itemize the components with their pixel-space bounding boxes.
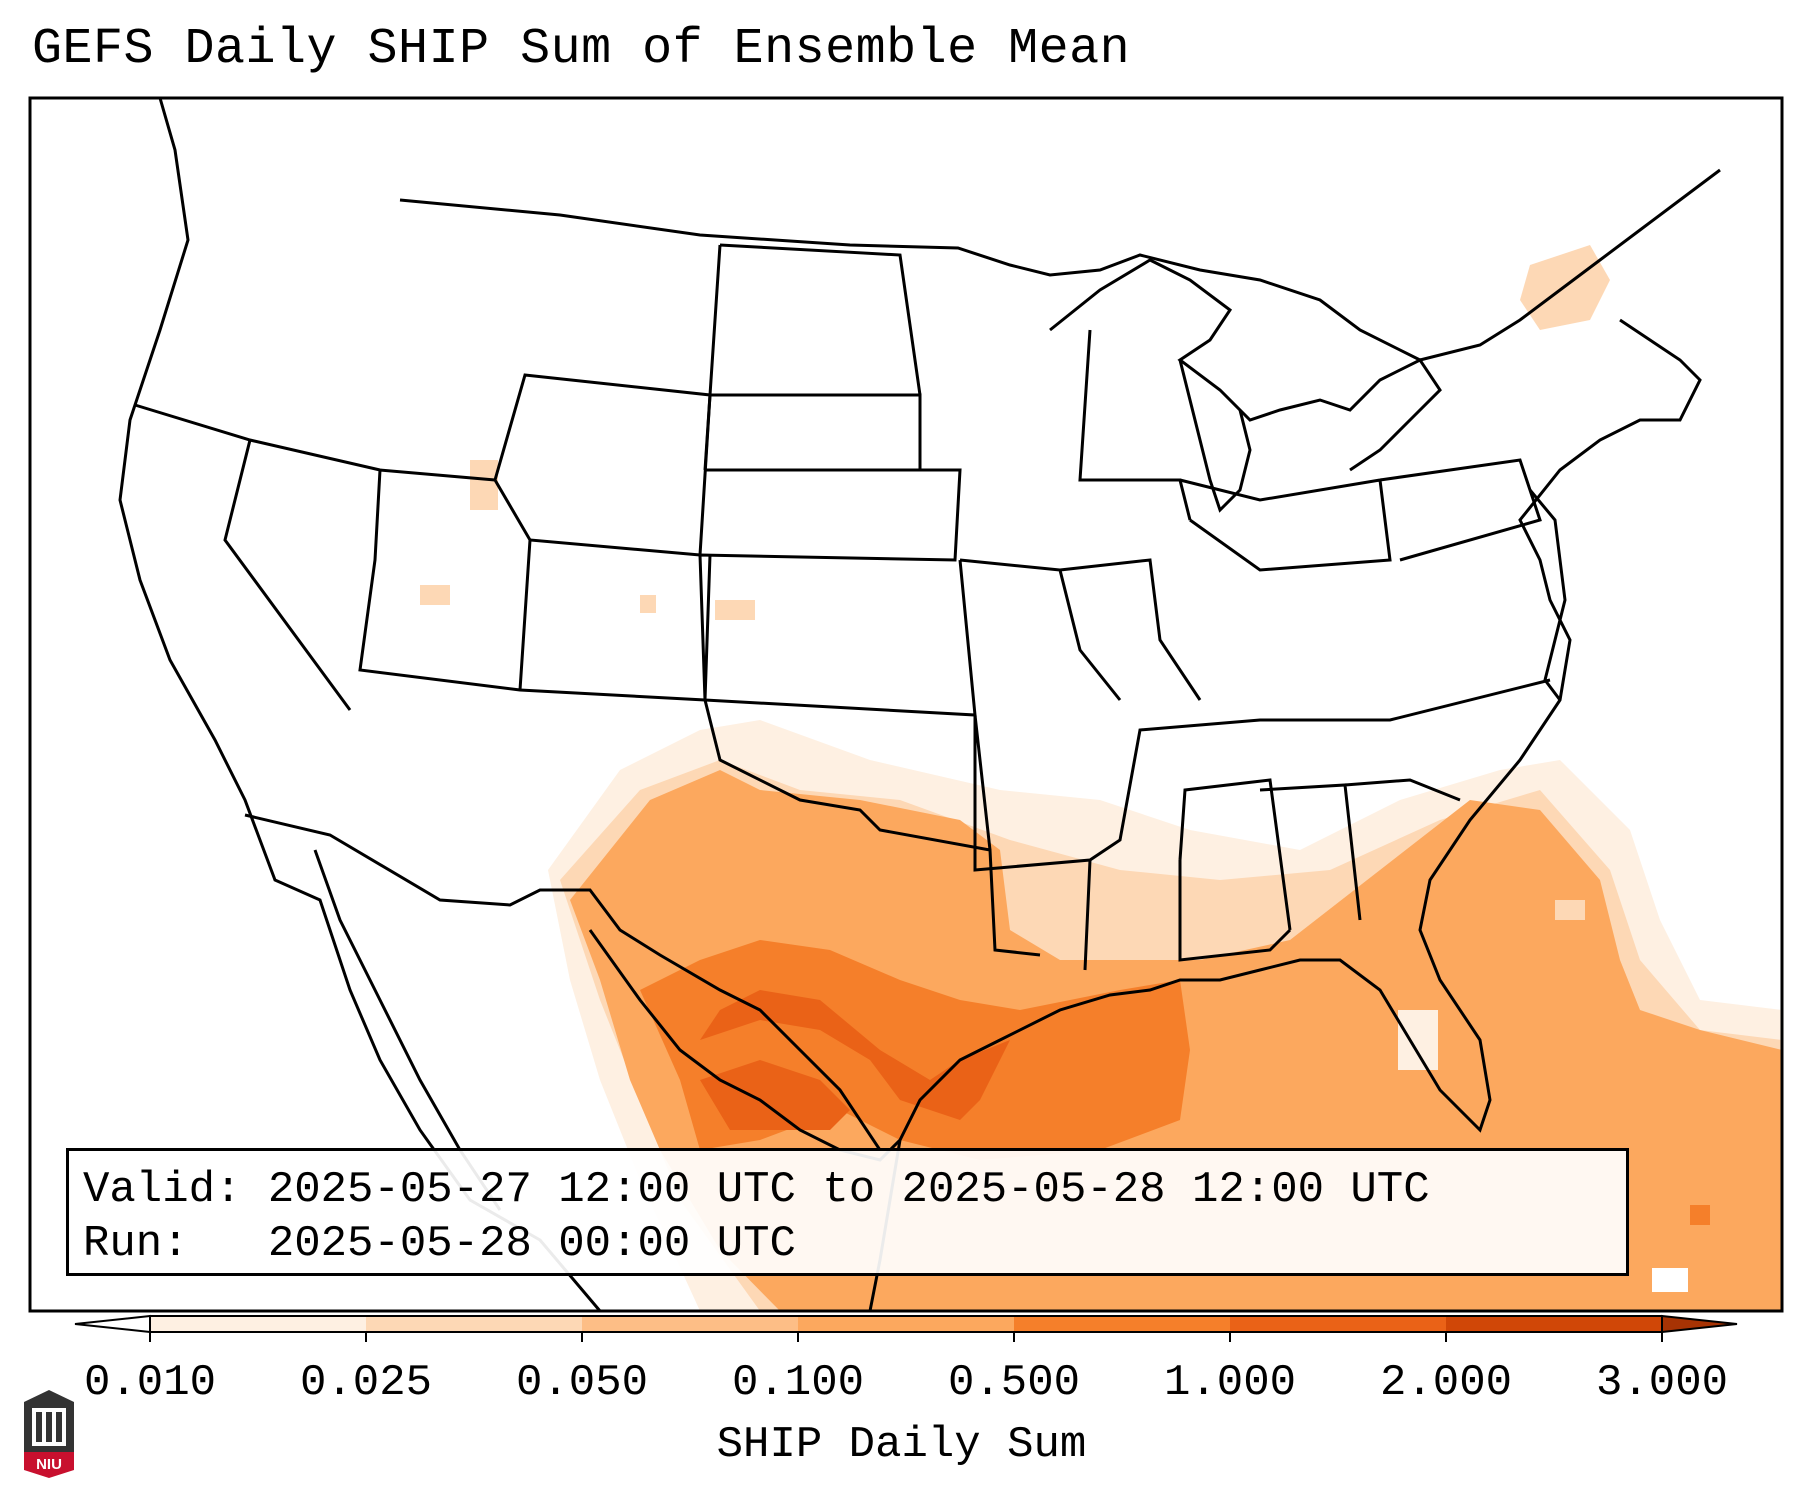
map-borders — [118, 97, 1721, 1312]
shading-speck-5 — [1555, 900, 1585, 920]
colorbar-tick-label: 0.010 — [83, 1358, 217, 1408]
coastline-west — [118, 97, 602, 1312]
colorbar-under-arrow — [74, 1314, 151, 1334]
lake-michigan — [1178, 359, 1252, 513]
niu-logo-icon: NIU — [24, 1390, 74, 1478]
shading-gap-cuba — [1652, 1268, 1688, 1292]
shading-speck-2 — [420, 585, 450, 605]
valid-run-box: Valid: 2025-05-27 12:00 UTC to 2025-05-2… — [66, 1148, 1629, 1276]
colorbar-tick-label: 1.000 — [1163, 1358, 1297, 1408]
colorbar-tick-label: 0.100 — [731, 1358, 865, 1408]
colorbar-segment — [1014, 1316, 1230, 1332]
colorbar-tick-label: 0.500 — [947, 1358, 1081, 1408]
niu-logo: NIU — [20, 1388, 78, 1485]
colorbar-over-arrow — [1661, 1314, 1738, 1334]
great-lakes — [1049, 258, 1442, 472]
colorbar-segment — [1230, 1316, 1446, 1332]
colorbar-tick-label: 0.025 — [299, 1358, 433, 1408]
shading-gap-florida — [1398, 1010, 1438, 1070]
colorbar-label: SHIP Daily Sum — [716, 1420, 1087, 1470]
colorbar-segment — [1446, 1316, 1662, 1332]
valid-time-text: Valid: 2025-05-27 12:00 UTC to 2025-05-2… — [83, 1165, 1430, 1215]
shading-speck-6 — [1690, 1205, 1710, 1225]
colorbar-ticks — [149, 1332, 1663, 1342]
colorbar-segment — [366, 1316, 582, 1332]
shading-level5b — [700, 1060, 850, 1130]
shading-speck-3 — [715, 600, 755, 620]
mexico-border — [244, 813, 882, 1151]
state-lines-west — [134, 373, 712, 711]
run-time-text: Run: 2025-05-28 00:00 UTC — [83, 1219, 796, 1269]
state-lines-east — [1078, 329, 1542, 931]
shading-speck-4 — [640, 595, 656, 613]
shading-speck-1 — [470, 460, 498, 510]
colorbar-tick-label: 2.000 — [1379, 1358, 1513, 1408]
map-frame — [28, 96, 1784, 1313]
colorbar-segment — [798, 1316, 1014, 1332]
state-lines-south — [703, 699, 1292, 971]
colorbar-segment — [150, 1316, 366, 1332]
map-title: GEFS Daily SHIP Sum of Ensemble Mean — [32, 21, 1131, 78]
colorbar — [74, 1314, 1738, 1342]
canada-border — [399, 168, 1721, 362]
colorbar-segment — [582, 1316, 798, 1332]
niu-logo-text: NIU — [36, 1456, 62, 1473]
colorbar-outline — [149, 1315, 1663, 1333]
colorbar-tick-label: 0.050 — [515, 1358, 649, 1408]
colorbar-tick-label: 3.000 — [1595, 1358, 1729, 1408]
